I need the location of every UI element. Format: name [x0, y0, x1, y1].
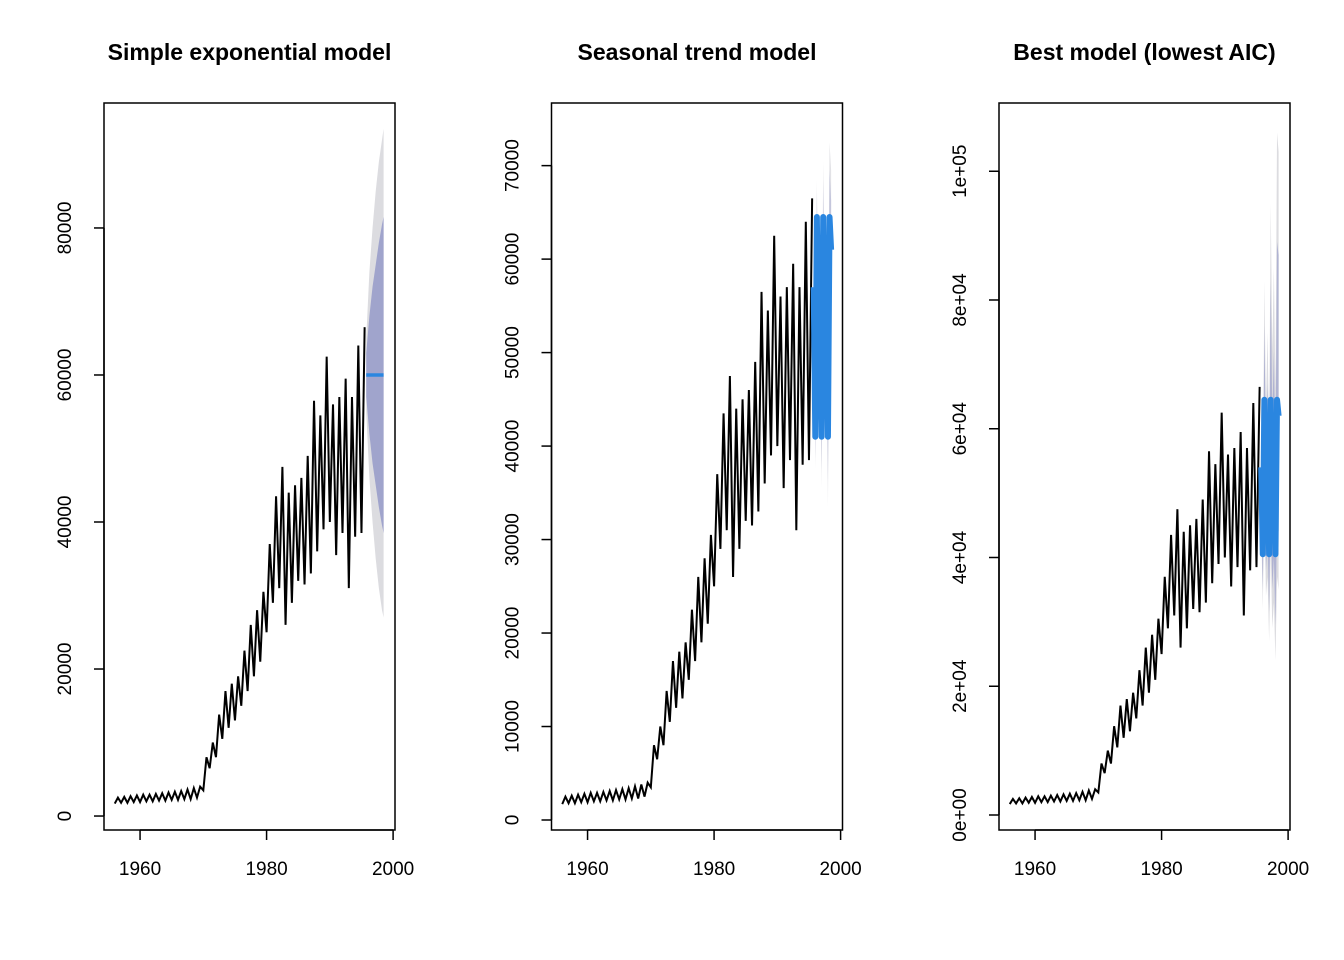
y-tick-label: 30000	[503, 513, 524, 566]
y-tick-label: 10000	[503, 700, 524, 753]
y-tick-label: 8e+04	[950, 273, 971, 327]
x-tick-label: 2000	[372, 859, 414, 880]
forecast-line	[810, 214, 835, 440]
y-tick-label: 50000	[503, 326, 524, 379]
x-tick-label: 1960	[119, 859, 161, 880]
y-tick-label: 6e+04	[950, 402, 971, 456]
y-tick-label: 20000	[55, 643, 76, 696]
y-tick-label: 60000	[55, 349, 76, 402]
y-tick-label: 60000	[503, 233, 524, 286]
x-tick-label: 2000	[1267, 859, 1309, 880]
y-tick-label: 20000	[503, 607, 524, 660]
x-tick-label: 1980	[245, 859, 287, 880]
y-tick-label: 0	[55, 811, 76, 822]
x-tick-label: 2000	[819, 859, 861, 880]
series-line	[1008, 386, 1261, 806]
y-tick-label: 70000	[503, 139, 524, 192]
plot-frame	[550, 102, 844, 831]
y-tick-label: 0	[503, 815, 524, 826]
y-tick-label: 1e+05	[950, 145, 971, 198]
chart-title: Seasonal trend model	[577, 39, 816, 65]
forecast-line	[1258, 396, 1282, 558]
x-tick-label: 1960	[566, 859, 608, 880]
x-tick-label: 1960	[1014, 859, 1056, 880]
series-line	[561, 198, 814, 806]
y-tick-label: 40000	[55, 496, 76, 549]
series-line	[113, 327, 366, 806]
y-tick-label: 2e+04	[950, 659, 971, 713]
chart-title: Simple exponential model	[108, 39, 392, 65]
y-tick-label: 4e+04	[950, 530, 971, 584]
y-tick-label: 0e+00	[950, 788, 971, 841]
x-tick-label: 1980	[1140, 859, 1182, 880]
y-tick-label: 40000	[503, 420, 524, 473]
y-tick-label: 80000	[55, 202, 76, 255]
chart-title: Best model (lowest AIC)	[1013, 39, 1275, 65]
x-tick-label: 1980	[693, 859, 735, 880]
